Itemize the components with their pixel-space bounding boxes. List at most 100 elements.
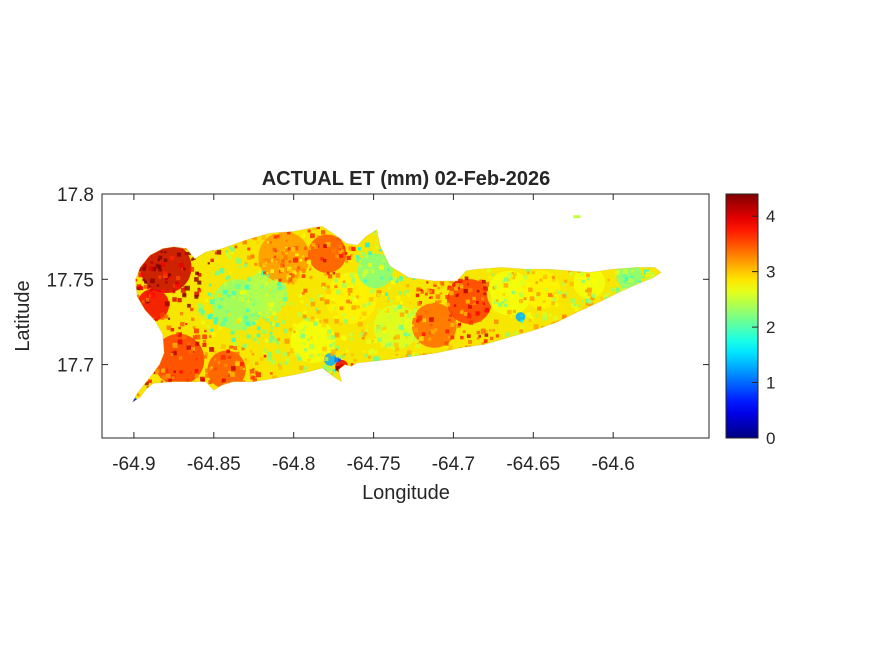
et-pixel — [414, 353, 418, 357]
et-pixel — [273, 255, 277, 259]
et-pixel — [589, 281, 593, 286]
et-pixel — [223, 317, 228, 322]
et-pixel — [580, 271, 585, 276]
et-pixel — [424, 292, 428, 296]
et-pixel — [574, 307, 579, 312]
et-pixel — [480, 328, 486, 334]
et-pixel — [177, 298, 182, 303]
et-pixel — [445, 344, 449, 348]
et-pixel — [411, 310, 416, 316]
et-pixel — [257, 314, 260, 317]
et-pixel — [360, 251, 365, 256]
et-pixel — [446, 302, 450, 307]
et-pixel — [276, 354, 279, 357]
et-pixel — [276, 342, 279, 345]
et-pixel — [279, 362, 283, 366]
et-pixel — [562, 314, 567, 320]
et-pixel — [246, 308, 250, 312]
et-pixel — [483, 339, 488, 343]
et-pixel — [439, 292, 443, 295]
et-pixel — [405, 344, 408, 347]
et-pixel — [400, 301, 403, 305]
et-pixel — [479, 289, 483, 293]
et-pixel — [407, 350, 412, 356]
et-pixel — [182, 293, 187, 298]
et-pixel — [405, 319, 410, 324]
et-pixel — [322, 364, 328, 370]
et-pixel — [466, 334, 471, 338]
et-pixel — [218, 305, 221, 308]
et-pixel — [249, 364, 254, 369]
et-pixel — [353, 297, 358, 303]
et-pixel — [309, 265, 312, 268]
et-pixel — [265, 282, 268, 285]
et-pixel — [488, 276, 492, 279]
et-pixel — [356, 257, 361, 263]
et-pixel — [484, 330, 488, 334]
et-pixel — [542, 300, 546, 303]
et-pixel — [269, 291, 272, 294]
et-pixel — [302, 328, 305, 332]
et-pixel — [269, 335, 275, 341]
et-pixel — [581, 300, 584, 303]
et-pixel — [334, 307, 337, 310]
et-pixel — [553, 316, 558, 321]
et-pixel — [468, 339, 472, 344]
et-pixel — [294, 253, 299, 258]
y-tick-label: 17.8 — [57, 185, 94, 206]
et-pixel — [536, 288, 541, 292]
et-pixel — [413, 308, 418, 313]
et-pixel — [636, 282, 640, 286]
et-pixel — [210, 332, 216, 337]
et-pixel — [194, 374, 199, 379]
et-pixel — [268, 338, 273, 343]
et-pixel — [343, 319, 348, 324]
et-pixel — [146, 287, 149, 290]
et-pixel — [493, 299, 499, 305]
et-pixel — [411, 313, 416, 318]
et-pixel — [526, 267, 531, 272]
et-pixel — [334, 319, 339, 324]
et-pixel — [575, 304, 579, 308]
et-pixel — [174, 282, 179, 287]
et-pixel — [253, 375, 257, 380]
et-pixel — [504, 299, 507, 302]
et-pixel — [335, 348, 339, 352]
et-pixel — [327, 329, 332, 335]
et-pixel — [186, 345, 192, 350]
et-pixel — [236, 258, 242, 264]
et-pixel — [209, 347, 214, 352]
et-pixel — [194, 277, 199, 282]
et-pixel — [438, 281, 442, 284]
et-pixel — [560, 281, 565, 286]
et-pixel — [342, 313, 346, 317]
et-pixel — [508, 278, 511, 281]
et-pixel — [286, 266, 292, 272]
et-pixel — [304, 366, 308, 370]
et-pixel — [275, 349, 281, 354]
et-pixel — [299, 258, 303, 262]
et-pixel — [334, 332, 340, 338]
et-pixel — [310, 233, 315, 239]
et-pixel — [262, 258, 267, 263]
et-pixel — [426, 281, 429, 284]
et-pixel — [272, 247, 277, 252]
et-pixel — [147, 285, 151, 289]
et-pixel — [197, 303, 202, 308]
et-pixel — [365, 242, 370, 248]
et-pixel — [325, 333, 330, 338]
et-pixel — [323, 327, 326, 330]
et-pixel — [297, 266, 301, 270]
et-pixel — [375, 240, 378, 243]
et-pixel — [267, 351, 272, 357]
et-pixel — [271, 322, 276, 326]
et-pixel — [220, 321, 226, 327]
et-pixel — [368, 297, 374, 302]
et-pixel — [286, 275, 292, 280]
et-pixel — [569, 281, 574, 287]
et-pixel — [465, 299, 470, 304]
et-pixel — [382, 259, 386, 263]
et-pixel — [251, 302, 256, 307]
et-pixel — [296, 353, 300, 357]
et-pixel — [320, 257, 324, 261]
